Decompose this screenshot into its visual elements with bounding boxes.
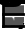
Bar: [13, 10, 14, 14]
Text: A: A: [2, 0, 25, 9]
Text: B: B: [1, 0, 23, 13]
Bar: [13, 23, 14, 26]
Bar: [20, 19, 21, 26]
Text: AB: AB: [0, 0, 25, 7]
Text: AB: AB: [0, 0, 25, 7]
Bar: [4, 13, 5, 14]
Bar: [4, 21, 5, 26]
Bar: [20, 7, 21, 14]
Text: A: A: [0, 0, 18, 6]
Bar: [19, 11, 20, 14]
Text: A: A: [1, 0, 24, 10]
Text: B: B: [0, 0, 17, 8]
Text: A.: A.: [1, 0, 25, 3]
Text: C: C: [0, 0, 15, 12]
Bar: [12, 11, 13, 14]
Text: A: A: [2, 0, 25, 8]
Bar: [6, 6, 7, 14]
Bar: [5, 20, 6, 26]
Text: A: A: [9, 0, 25, 6]
Legend: Bull A, Bull B, Bull C, Bull D, Bull E: Bull A, Bull B, Bull C, Bull D, Bull E: [22, 20, 25, 29]
Text: A: A: [10, 0, 25, 7]
Text: B: B: [8, 0, 25, 10]
Text: A: A: [0, 0, 16, 6]
Bar: [5, 9, 6, 14]
Text: AB: AB: [0, 0, 25, 9]
Text: A: A: [1, 0, 24, 9]
Text: B.: B.: [1, 0, 25, 15]
